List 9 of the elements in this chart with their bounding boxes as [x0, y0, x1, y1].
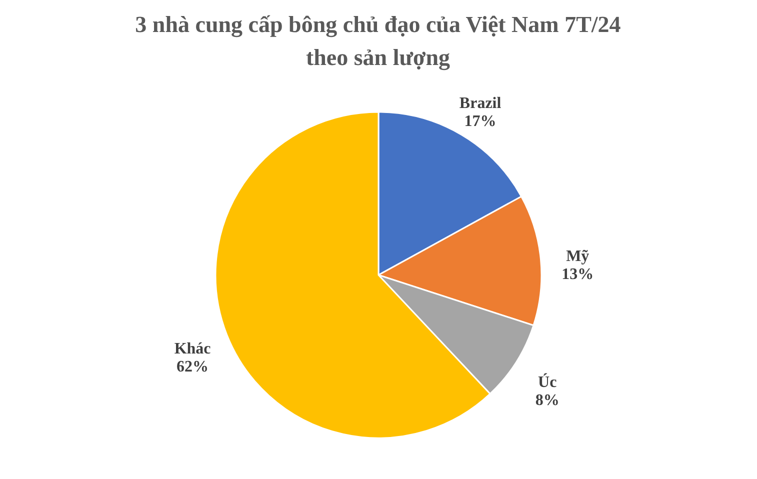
- slice-label: Úc: [538, 373, 557, 392]
- data-label: 17%: [464, 112, 496, 130]
- slice-label: Khác: [174, 340, 211, 358]
- data-label: 62%: [176, 358, 209, 376]
- data-label: 13%: [562, 266, 594, 284]
- slice-label: Brazil: [459, 94, 502, 112]
- slice-label: Mỹ: [566, 248, 590, 266]
- chart-title: 3 nhà cung cấp bông chủ đạo của Việt Nam 7T/24 theo sản lượng: [134, 11, 622, 72]
- data-label: 8%: [535, 392, 560, 410]
